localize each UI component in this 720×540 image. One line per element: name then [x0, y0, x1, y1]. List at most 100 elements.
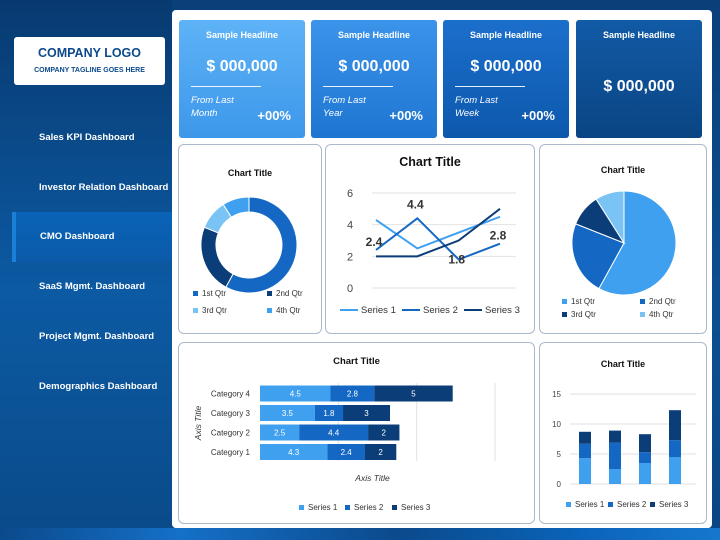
kpi-headline: Sample Headline [602, 30, 676, 40]
bar-value-label: 1.8 [323, 409, 335, 418]
legend-label: Series 1 [575, 500, 605, 509]
nav-item-demographics[interactable]: Demographics Dashboard [39, 381, 158, 392]
legend-item: 2nd Qtr [267, 289, 303, 298]
legend-label: 2nd Qtr [276, 289, 303, 298]
column-segment [639, 452, 651, 463]
bar-segment [374, 385, 453, 402]
legend-item: Series 2 [608, 500, 646, 509]
legend-label: Series 1 [361, 305, 396, 316]
doughnut-slice [222, 196, 250, 218]
kpi-headline: Sample Headline [337, 30, 411, 40]
legend-label: Series 3 [485, 305, 520, 316]
chart-title: Chart Title [227, 168, 273, 178]
kpi-percent: +00% [389, 108, 423, 123]
kpi-value: $ 000,000 [470, 58, 542, 75]
legend-label: Series 2 [423, 305, 458, 316]
y-tick-label: 6 [347, 188, 353, 200]
legend-label: 4th Qtr [649, 310, 674, 319]
x-axis-title: Axis Title [354, 473, 390, 483]
y-tick-label: 10 [552, 420, 561, 429]
legend-item: 4th Qtr [267, 306, 300, 315]
pie-chart-card: Chart Title 1st Qtr 2nd Qtr 3rd Qtr 4th … [539, 144, 707, 334]
data-label: 1.8 [448, 253, 465, 267]
nav-item-sales-kpi[interactable]: Sales KPI Dashboard [39, 132, 135, 143]
column-segment [579, 458, 591, 484]
series-line [375, 217, 501, 261]
hbar-chart: Category 1 4.3 2.4 2 Category 2 2.5 4.4 2 Catego… [193, 383, 496, 483]
kpi-card-total[interactable]: Sample Headline $ 000,000 [576, 20, 702, 138]
vbar-chart-card: Chart Title 0 5 10 15 Series 1 Series 2 Ser… [539, 342, 707, 524]
data-label: 2.8 [490, 229, 507, 243]
legend-item: Series 2 [402, 305, 458, 316]
bar-value-label: 5 [411, 390, 416, 399]
data-label: 2.4 [366, 235, 383, 249]
line-legend: Series 1 Series 2 Series 3 [340, 305, 530, 319]
kpi-card-month[interactable]: Sample Headline $ 000,000 From Last Mont… [179, 20, 305, 138]
column-segment [669, 410, 681, 441]
hbar-chart-card: Chart Title Category 1 4.3 2.4 2 Category 2 2… [178, 342, 535, 524]
legend-label: 4th Qtr [276, 306, 301, 315]
company-logo[interactable]: COMPANY LOGO COMPANY TAGLINE GOES HERE [14, 37, 165, 85]
bar-value-label: 2.5 [274, 429, 286, 438]
chart-title: Chart Title [399, 155, 461, 169]
y-tick-label: 0 [347, 283, 353, 295]
bar-segment [299, 424, 369, 441]
column-segment [669, 440, 681, 457]
main-panel: Sample Headline $ 000,000 From Last Mont… [172, 10, 712, 528]
pie-slice [571, 223, 625, 290]
legend-label: Series 2 [617, 500, 647, 509]
legend-item: 3rd Qtr [562, 310, 596, 319]
doughnut-chart [200, 196, 298, 294]
bar-segment [368, 424, 400, 441]
nav-item-cmo[interactable]: CMO Dashboard [12, 212, 172, 262]
doughnut-slice [200, 226, 234, 288]
kpi-headline: Sample Headline [205, 30, 279, 40]
doughnut-chart-card: Chart Title 1st Qtr 2nd Qtr 3rd Qtr 4th … [178, 144, 322, 334]
bar-value-label: 3 [364, 409, 369, 418]
kpi-divider [455, 86, 525, 87]
y-tick-label: 4 [347, 220, 353, 232]
kpi-value: $ 000,000 [338, 58, 410, 75]
legend-label: Series 3 [659, 500, 689, 509]
legend-item: 2nd Qtr [640, 297, 676, 306]
bar-segment [327, 444, 365, 460]
y-axis-title: Axis Title [193, 406, 203, 442]
kpi-value: $ 000,000 [603, 78, 675, 95]
bar-value-label: 4.5 [290, 390, 302, 399]
pie-slice [595, 190, 625, 245]
column-segment [579, 443, 591, 459]
bar-value-label: 2.8 [347, 390, 359, 399]
category-label: Category 1 [211, 448, 251, 457]
kpi-card-year[interactable]: Sample Headline $ 000,000 From Last Year… [311, 20, 437, 138]
chart-title: Chart Title [600, 165, 646, 175]
doughnut-slice [225, 196, 298, 294]
bar-segment [260, 444, 328, 460]
bar-segment [260, 405, 315, 421]
nav-item-project[interactable]: Project Mgmt. Dashboard [39, 331, 155, 342]
bar-value-label: 3.5 [282, 409, 294, 418]
line-chart: 0 2 4 6 2.4 4.4 1.8 2.8 [347, 188, 516, 295]
bar-value-label: 2.4 [341, 448, 353, 457]
legend-item: Series 3 [392, 503, 430, 512]
legend-label: 1st Qtr [571, 297, 596, 306]
doughnut-legend: 1st Qtr 2nd Qtr 3rd Qtr 4th Qtr [193, 289, 313, 319]
kpi-card-week[interactable]: Sample Headline $ 000,000 From Last Week… [443, 20, 569, 138]
legend-item: Series 3 [464, 305, 520, 316]
legend-item: 1st Qtr [562, 297, 595, 306]
nav-item-saas[interactable]: SaaS Mgmt. Dashboard [39, 281, 146, 292]
kpi-percent: +00% [521, 108, 555, 123]
vbar-chart: 0 5 10 15 [552, 390, 696, 489]
chart-title: Chart Title [600, 359, 646, 369]
y-tick-label: 0 [557, 480, 562, 489]
nav-item-investor-relation[interactable]: Investor Relation Dashboard [39, 182, 169, 193]
column-segment [639, 434, 651, 453]
kpi-divider [323, 86, 393, 87]
data-label: 4.4 [407, 197, 424, 211]
column-segment [609, 430, 621, 443]
bar-value-label: 4.3 [288, 448, 300, 457]
logo-tagline: COMPANY TAGLINE GOES HERE [34, 67, 145, 74]
legend-label: 2nd Qtr [649, 297, 676, 306]
legend-item: 3rd Qtr [193, 306, 227, 315]
kpi-headline: Sample Headline [469, 30, 543, 40]
